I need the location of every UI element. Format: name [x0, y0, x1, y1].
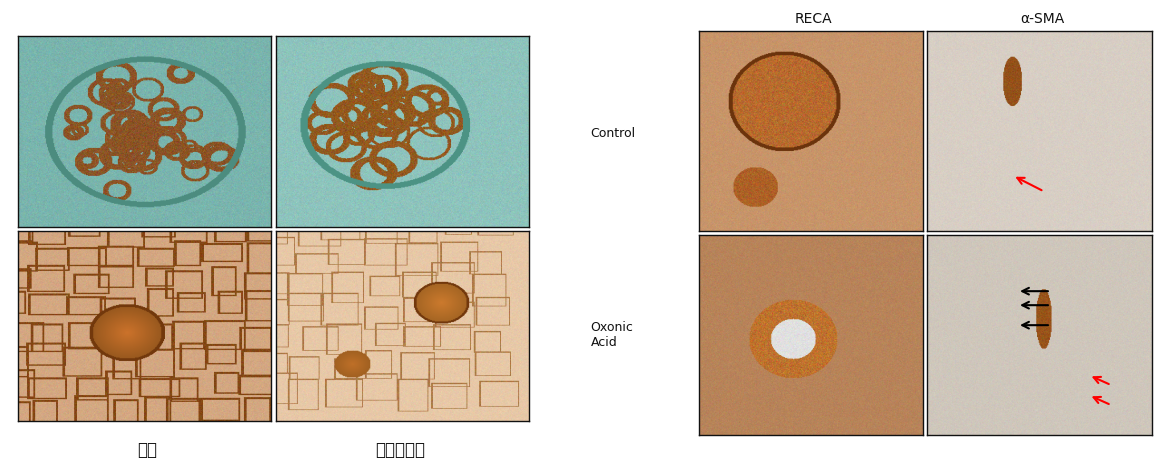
Text: RECA: RECA [794, 12, 832, 25]
Text: 정상: 정상 [136, 440, 157, 458]
Text: Oxonic
Acid: Oxonic Acid [591, 320, 634, 349]
Text: α‑SMA: α‑SMA [1020, 12, 1064, 25]
Text: Control: Control [591, 126, 635, 140]
Text: 만성신부전: 만성신부전 [376, 440, 425, 458]
